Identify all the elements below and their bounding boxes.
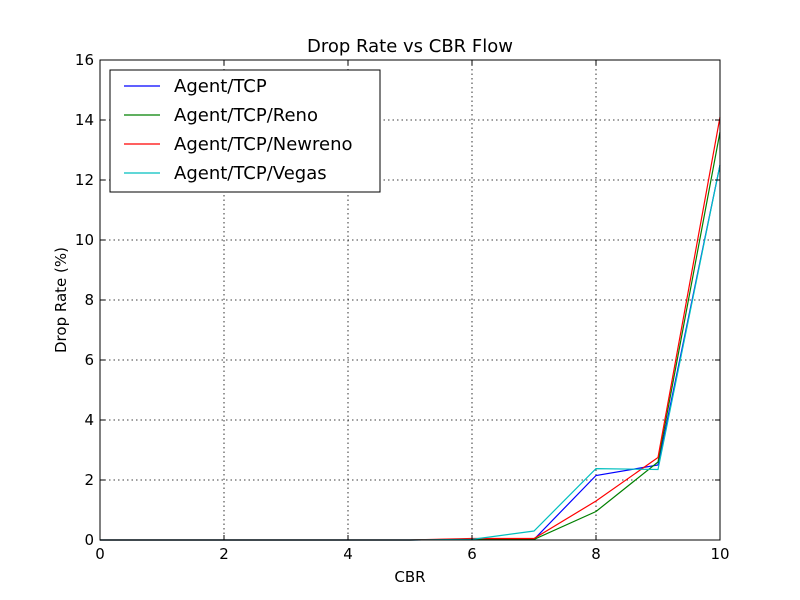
legend-label: Agent/TCP: [174, 76, 267, 97]
legend-frame: [109, 69, 381, 193]
y-axis-label: Drop Rate (%): [52, 247, 70, 353]
legend-label: Agent/TCP/Vegas: [174, 163, 327, 184]
y-tick-label: 14: [75, 111, 94, 129]
legend: Agent/TCP Agent/TCP/Reno Agent/TCP/Newreno…: [109, 69, 381, 193]
x-tick-label: 8: [591, 545, 601, 563]
x-tick-label: 4: [343, 545, 353, 563]
y-tick-label: 0: [84, 531, 94, 549]
chart-title: Drop Rate vs CBR Flow: [307, 36, 513, 57]
x-axis-label: CBR: [394, 568, 425, 586]
y-tick-label: 2: [84, 471, 94, 489]
x-tick-label: 6: [467, 545, 477, 563]
y-tick-label: 4: [84, 411, 94, 429]
grid-lines: [100, 60, 720, 540]
legend-label: Agent/TCP/Newreno: [174, 134, 353, 155]
y-tick-label: 6: [84, 351, 94, 369]
x-tick-label: 10: [710, 545, 729, 563]
legend-label: Agent/TCP/Reno: [174, 105, 318, 126]
x-tick-label: 0: [95, 545, 105, 563]
y-tick-label: 8: [84, 291, 94, 309]
y-tick-label: 10: [75, 231, 94, 249]
y-tick-label: 12: [75, 171, 94, 189]
axis-ticks: 0 2 4 6 8 10 0 2 4 6 8 10 12 14 16: [75, 51, 730, 563]
x-tick-label: 2: [219, 545, 229, 563]
y-tick-label: 16: [75, 51, 94, 69]
